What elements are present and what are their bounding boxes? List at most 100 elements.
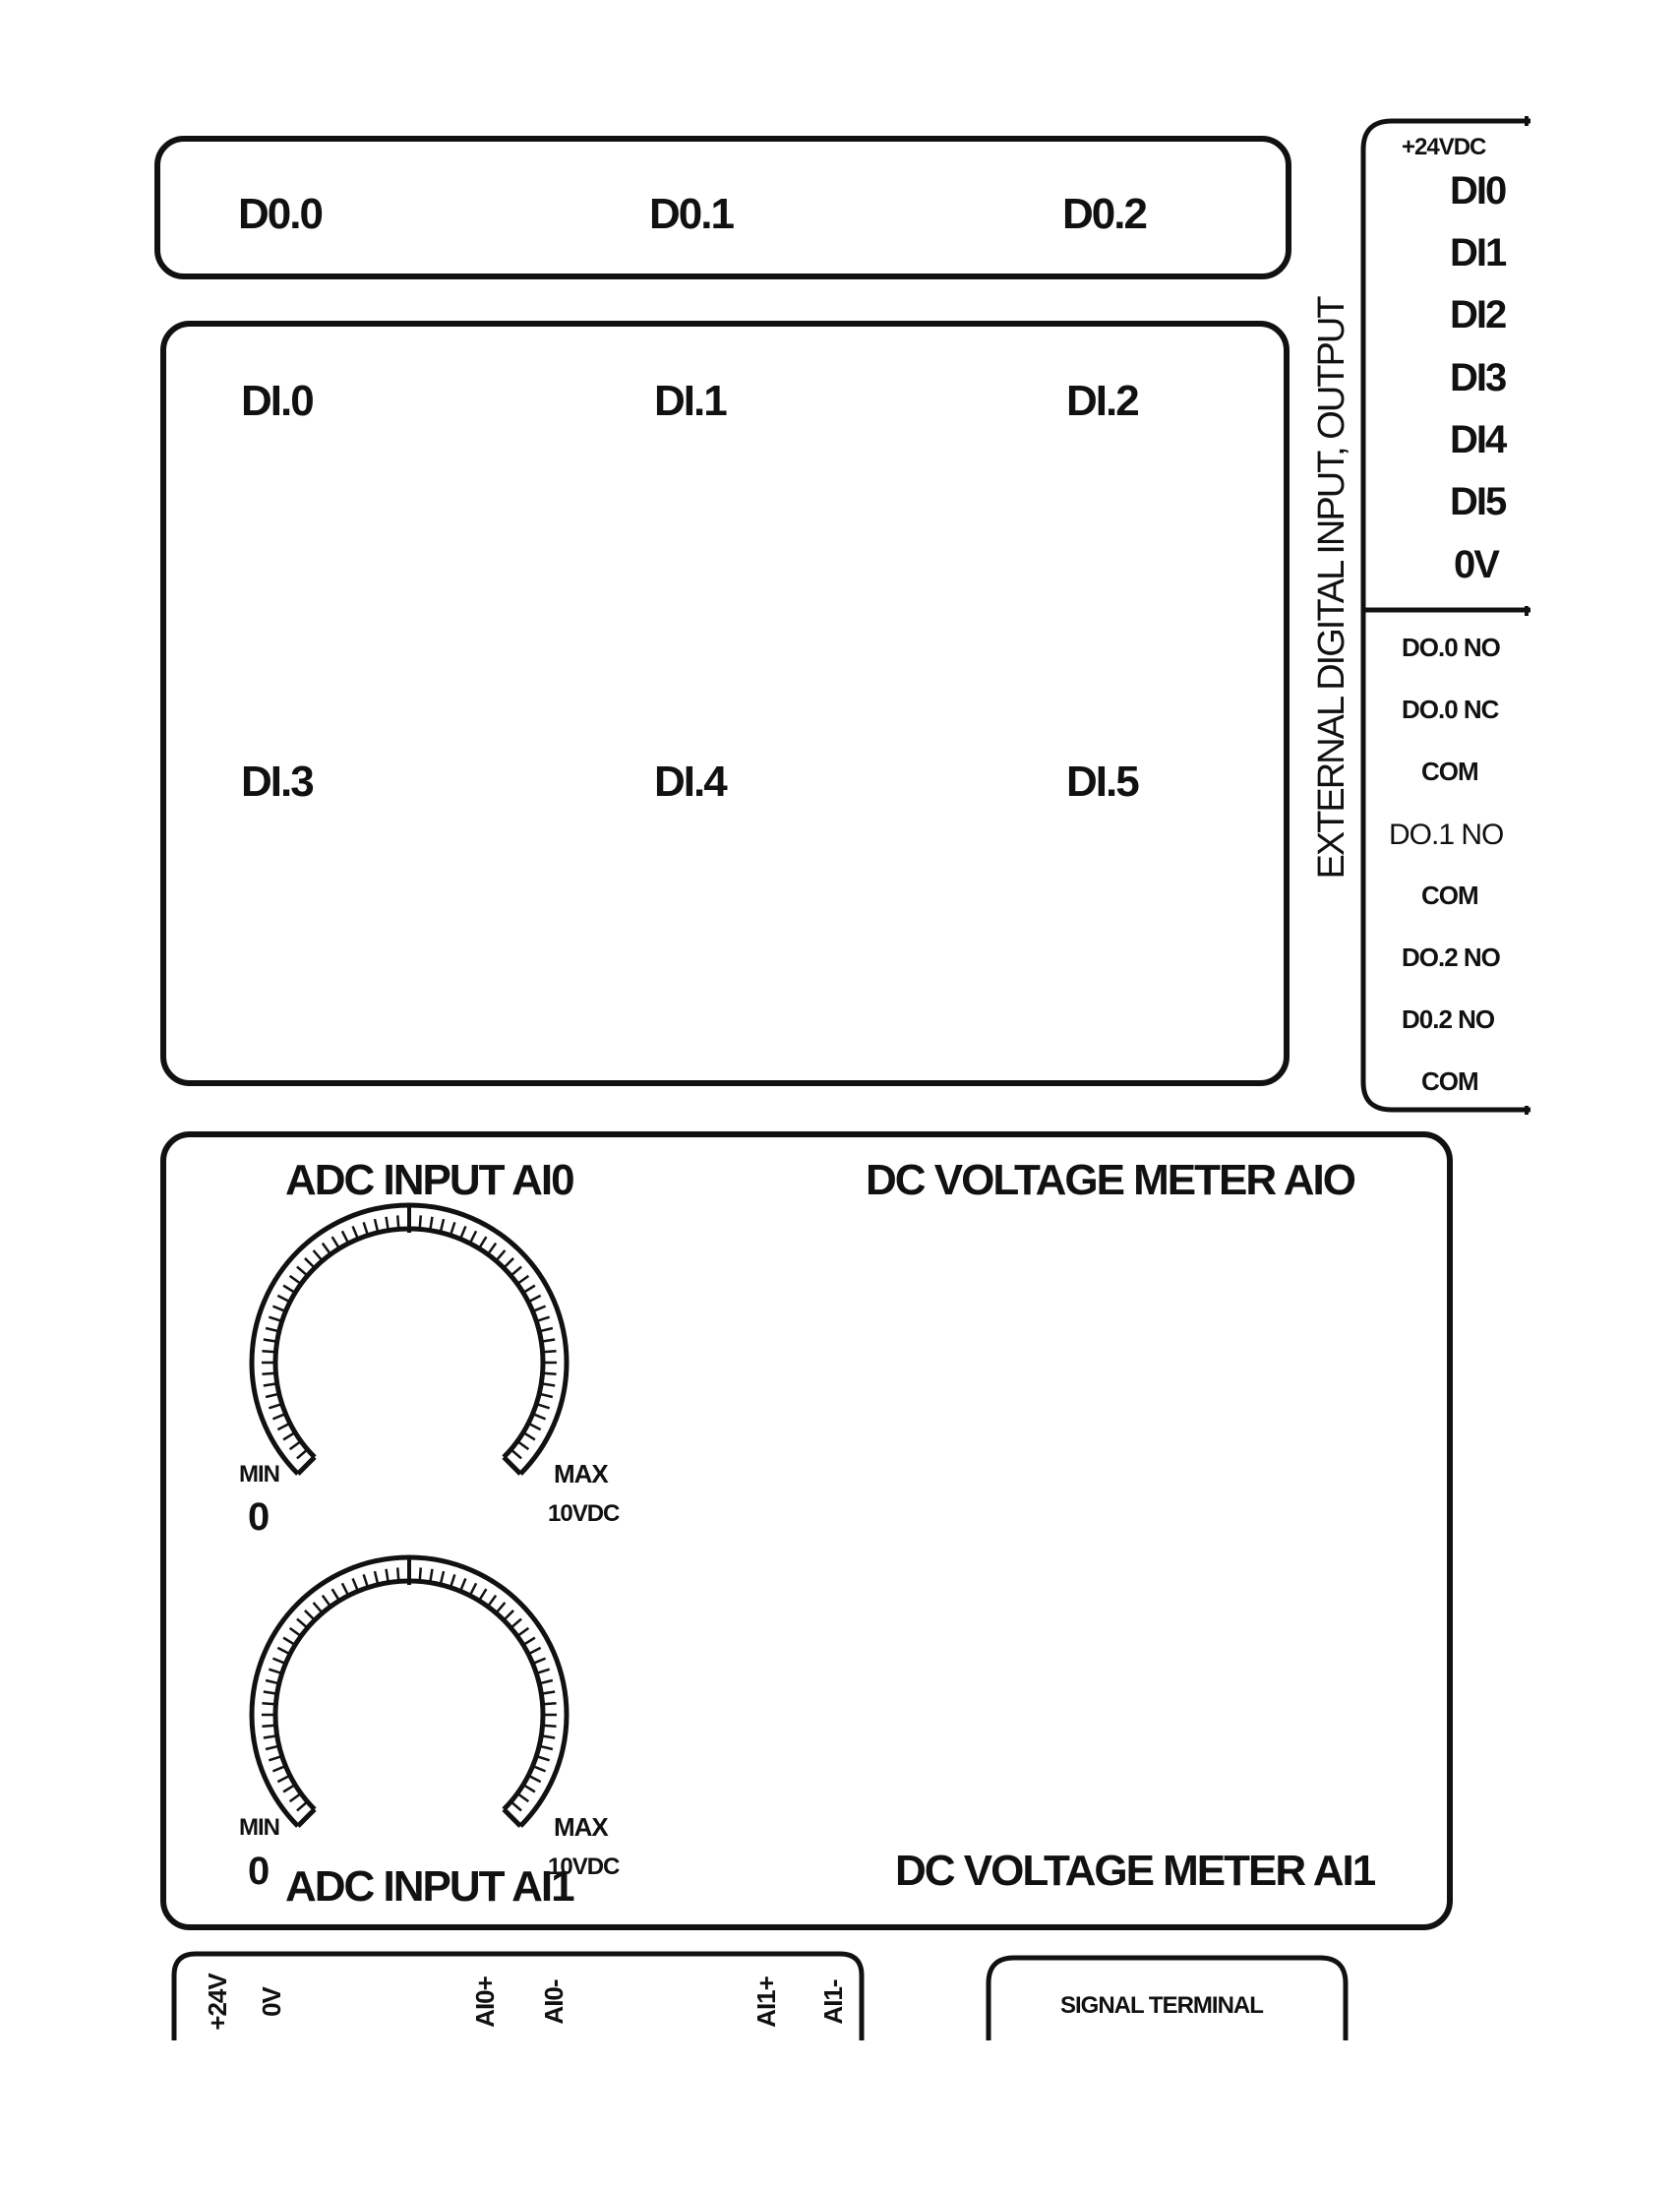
dial-tick xyxy=(529,1423,542,1431)
terminal-com-3: COM xyxy=(1421,1066,1479,1096)
dial-end-cap xyxy=(296,1455,317,1476)
dial-tick xyxy=(544,1701,557,1706)
dial1-min-value: 0 xyxy=(248,1850,270,1893)
dial-tick xyxy=(340,1230,349,1243)
dial-tick xyxy=(418,1567,423,1580)
dial-end-cap xyxy=(296,1807,317,1828)
dial-tick xyxy=(288,1441,301,1451)
dial0-max-label: MAX xyxy=(554,1459,609,1489)
dial-tick xyxy=(534,1413,547,1421)
dial-tick xyxy=(537,1315,551,1322)
dial-tick xyxy=(263,1338,275,1343)
dial-tick xyxy=(288,1793,301,1803)
terminal-do0-nc: DO.0 NC xyxy=(1402,695,1499,724)
output-label-d0-0: D0.0 xyxy=(238,190,324,238)
dial-tick xyxy=(540,1744,554,1751)
input-label-di-3: DI.3 xyxy=(241,758,315,806)
dial-ai0[interactable] xyxy=(232,1190,586,1505)
dial-tick xyxy=(511,1265,522,1276)
dial-tick xyxy=(534,1765,547,1773)
dial-tick xyxy=(504,1257,514,1268)
dial-tick xyxy=(517,1626,530,1636)
dial-tick xyxy=(517,1274,530,1284)
dial-tick xyxy=(362,1573,369,1587)
dial-tick xyxy=(276,1423,289,1431)
terminal-di3: DI3 xyxy=(1450,356,1507,399)
dial-tick xyxy=(439,1218,446,1232)
dial-tick xyxy=(296,1265,307,1276)
terminal-com-2: COM xyxy=(1421,881,1479,910)
terminal-do2-no: DO.2 NO xyxy=(1402,942,1501,972)
dial-tick xyxy=(321,1242,330,1254)
dial-tick xyxy=(276,1646,289,1655)
dial-tick xyxy=(321,1594,330,1607)
dial-tick xyxy=(517,1793,530,1803)
dial-tick xyxy=(276,1294,289,1303)
terminal-di5: DI5 xyxy=(1450,480,1507,523)
dial-tick xyxy=(271,1413,284,1421)
dial-tick xyxy=(543,1690,556,1695)
dial-tick xyxy=(543,1338,556,1343)
dial0-max-value: 10VDC xyxy=(548,1500,620,1527)
dial-tick xyxy=(263,1690,275,1695)
dial-tick xyxy=(312,1249,323,1260)
dial-tick xyxy=(282,1432,294,1441)
input-label-di-4: DI.4 xyxy=(654,758,728,806)
dial-tick xyxy=(265,1326,278,1333)
dial1-max-label: MAX xyxy=(554,1812,609,1842)
dial-tick xyxy=(418,1215,423,1228)
dial-tick xyxy=(263,1734,275,1739)
dial-tick xyxy=(534,1305,547,1312)
dial-tick xyxy=(544,1724,557,1729)
dial-tick xyxy=(488,1594,498,1607)
dial-tick xyxy=(524,1636,536,1645)
terminal-di4: DI4 xyxy=(1450,418,1507,461)
dial-tick xyxy=(517,1441,530,1451)
supply-label: +24VDC xyxy=(1402,134,1486,160)
dial-tick xyxy=(524,1284,536,1293)
dial-tick xyxy=(540,1392,554,1399)
dial-tick xyxy=(271,1657,284,1665)
dial-tick xyxy=(469,1230,478,1243)
dial-tick xyxy=(540,1678,554,1685)
bottom-terminal-ai1-minus: AI1- xyxy=(818,1979,848,2025)
dial-tick xyxy=(373,1570,380,1584)
input-label-di-2: DI.2 xyxy=(1066,377,1140,425)
bottom-terminal-0v: 0V xyxy=(257,1987,286,2017)
dial-tick xyxy=(450,1221,456,1235)
dial-end-cap xyxy=(502,1455,522,1476)
terminal-do0-no: DO.0 NO xyxy=(1402,633,1501,662)
dial-tick xyxy=(469,1582,478,1595)
dial-tick xyxy=(543,1382,556,1387)
dial-tick xyxy=(282,1284,294,1293)
dial-tick xyxy=(540,1326,554,1333)
dial-tick xyxy=(330,1236,339,1247)
dial-tick xyxy=(537,1403,551,1410)
dial-tick xyxy=(268,1403,281,1410)
dial-tick xyxy=(488,1242,498,1254)
dial-tick xyxy=(534,1657,547,1665)
dial-tick xyxy=(340,1582,349,1595)
dial-tick xyxy=(373,1218,380,1232)
dial-tick xyxy=(479,1588,488,1600)
dial-tick xyxy=(265,1678,278,1685)
analog-panel xyxy=(160,1131,1453,1930)
dial-tick xyxy=(265,1744,278,1751)
dial-tick xyxy=(537,1755,551,1762)
dial-tick xyxy=(479,1236,488,1247)
dial-tick xyxy=(263,1382,275,1387)
dial-tick xyxy=(496,1249,507,1260)
dial-tick xyxy=(395,1567,400,1580)
dial-ai1[interactable] xyxy=(232,1543,586,1857)
terminal-di2: DI2 xyxy=(1450,293,1507,336)
dial-tick xyxy=(288,1626,301,1636)
dial-tick xyxy=(276,1775,289,1784)
dial-tick xyxy=(288,1274,301,1284)
digital-input-panel xyxy=(160,321,1290,1086)
dial-tick xyxy=(268,1755,281,1762)
adc1-title: ADC INPUT AI1 xyxy=(285,1862,575,1911)
terminal-d02-no: D0.2 NO xyxy=(1402,1004,1495,1034)
meter0-title: DC VOLTAGE METER AIO xyxy=(866,1156,1356,1204)
dial-tick xyxy=(544,1349,557,1354)
